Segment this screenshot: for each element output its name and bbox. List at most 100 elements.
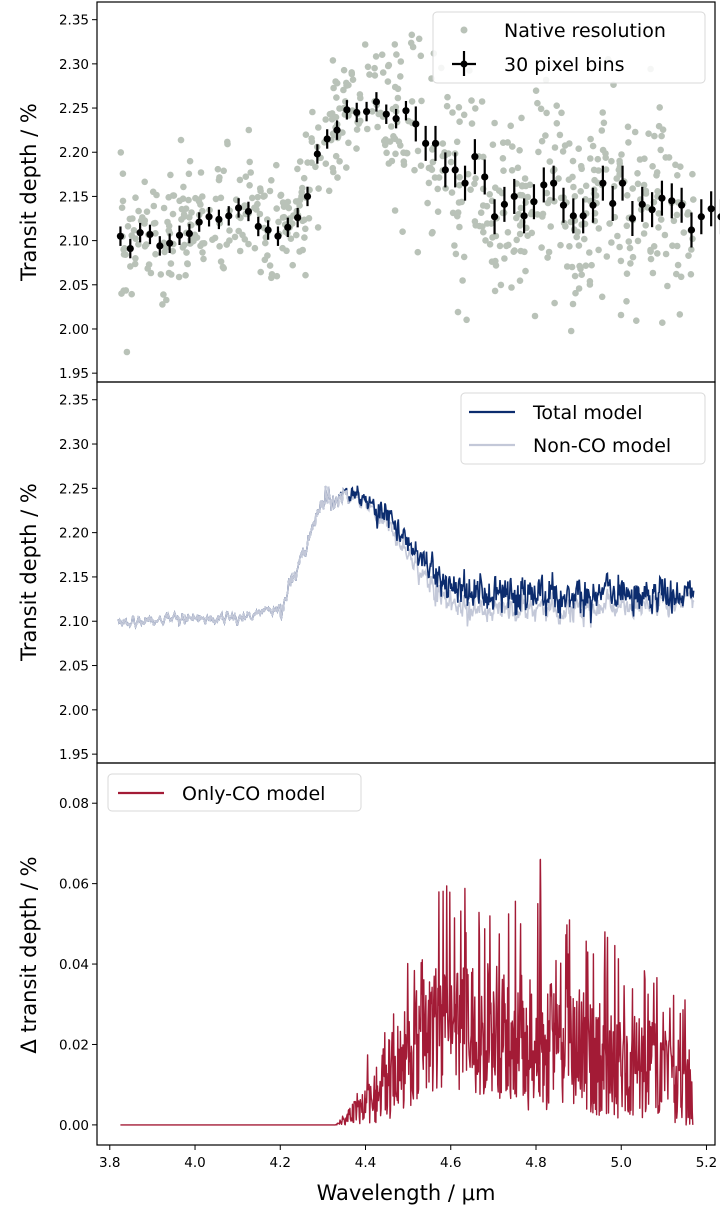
native-point [199,193,206,200]
native-point [408,98,416,105]
native-point [151,219,159,227]
native-point [165,222,173,230]
native-point [618,151,625,158]
native-point [472,105,479,112]
native-point [322,116,330,123]
native-point [575,285,583,292]
native-point [169,210,177,218]
native-point [296,202,303,209]
native-point [595,225,603,232]
native-point [253,206,260,213]
native-point [689,170,696,178]
native-point [121,245,128,252]
native-point [264,252,271,259]
native-point [181,241,188,249]
native-point [586,281,594,288]
native-point [538,137,546,145]
native-point [242,173,250,180]
y-ticks: 2.35 2.30 2.25 2.20 2.15 2.10 2.05 2.00 1.95 [59,393,97,763]
x-tick-label: 4.2 [270,1155,291,1171]
native-point [456,223,463,231]
x-tick-label: 3.8 [99,1155,120,1171]
native-point [186,157,194,165]
bin-point [402,107,410,115]
bin-point [550,179,558,187]
native-point [266,262,274,269]
native-point [518,114,525,122]
axes-frame [96,762,716,1146]
bin-point [313,150,321,158]
native-point [374,123,381,131]
native-point [296,158,304,165]
native-point [333,94,340,101]
only-co-model-line [120,858,694,1126]
native-point [570,183,577,191]
native-point [328,116,336,123]
native-point [647,255,655,263]
native-point [591,176,598,184]
bin-point [638,200,646,208]
bin-point [392,115,400,123]
native-point [414,147,422,155]
native-point [641,155,648,162]
native-point [130,227,138,234]
native-point [581,235,588,243]
native-point [455,104,463,111]
native-point [615,166,623,174]
native-point [687,271,695,278]
native-point [631,128,639,136]
bin-point [126,244,134,253]
native-point [456,181,463,189]
non-co-model-line [117,485,695,630]
native-point [379,69,387,76]
native-point [117,149,125,156]
y-axis-title: Transit depth / % [17,103,41,282]
native-point [349,76,357,83]
native-point [665,154,673,161]
native-point [369,108,376,115]
native-point [245,126,253,134]
native-point [657,216,665,223]
native-point [503,242,510,250]
native-point [245,240,252,248]
native-point [617,257,625,265]
native-point [325,187,333,195]
native-point [266,187,274,195]
native-point [217,258,225,265]
native-point [545,248,553,256]
native-point [332,78,339,85]
native-point [178,216,185,223]
native-point [257,187,264,195]
native-point [397,58,405,65]
bin-point [628,214,637,223]
native-point [625,238,633,245]
y-ticks: 0.08 0.06 0.04 0.02 0.00 [59,796,97,1134]
native-point [577,188,584,195]
native-point [447,158,455,166]
native-point [673,242,681,250]
bin-point [471,153,479,161]
native-point [566,140,573,147]
native-point [309,108,316,116]
legend: Total model Non-CO model [460,392,706,465]
native-point [685,252,692,259]
native-point [539,213,546,220]
native-point [408,31,416,39]
native-point [617,311,625,319]
native-point [183,249,190,256]
native-point [603,253,611,260]
native-point [572,289,579,297]
native-point [400,158,408,165]
legend-box [432,11,706,84]
native-point [329,57,337,64]
native-point [649,163,656,170]
native-point [302,131,310,138]
native-point [571,272,579,280]
native-point [119,170,127,177]
native-point [442,185,449,192]
native-point [394,85,402,93]
native-point [558,109,565,117]
native-point [141,217,149,224]
y-tick-label: 2.25 [59,481,89,497]
bin-point [609,199,617,208]
